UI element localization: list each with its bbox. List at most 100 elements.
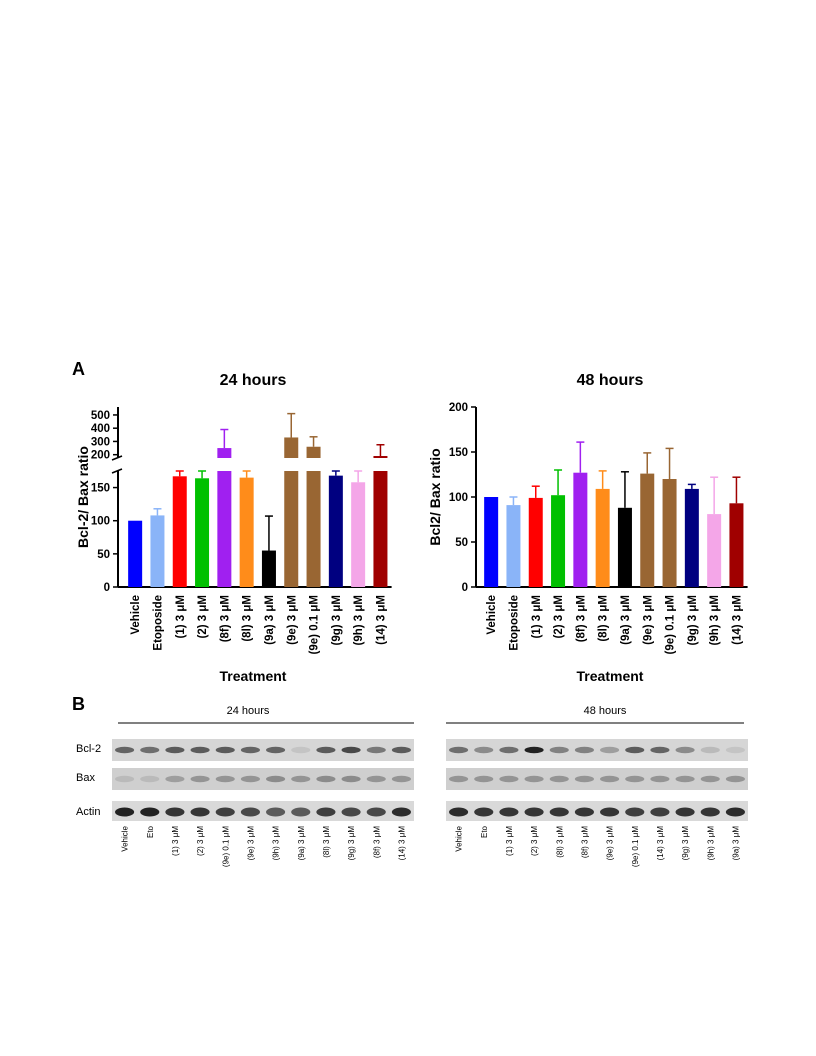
blot-lane-label: (2) 3 μM	[196, 826, 205, 856]
blot-band	[165, 807, 185, 817]
blot-band	[675, 775, 695, 783]
x-tick-label: Vehicle	[486, 595, 498, 635]
x-tick-label: (1) 3 μM	[175, 595, 187, 638]
y-tick-label: 200	[91, 450, 110, 462]
bar	[707, 514, 722, 587]
y-tick-label: 300	[91, 436, 110, 448]
blot-band	[115, 746, 135, 754]
x-tick-label: (1) 3 μM	[531, 595, 543, 638]
blot-lane-label: (2) 3 μM	[530, 826, 539, 856]
blot-lane-label: (9h) 3 μM	[272, 826, 281, 861]
blot-lane-label: (9e) 3 μM	[606, 826, 615, 861]
bar	[640, 473, 655, 587]
blot-band	[165, 746, 185, 754]
x-tick-label: (8f) 3 μM	[575, 595, 587, 642]
bar	[261, 550, 276, 587]
x-tick-label: (9h) 3 μM	[353, 595, 365, 645]
blot-band	[240, 746, 260, 754]
blot-band	[115, 807, 135, 817]
blot-lane-label: (14) 3 μM	[397, 826, 406, 861]
blot-lane-label: (14) 3 μM	[656, 826, 665, 861]
blot-band	[291, 807, 311, 817]
bar-upper-segment	[306, 446, 321, 458]
blot-band	[366, 746, 386, 754]
blot-band	[524, 746, 544, 754]
blot-band	[190, 746, 210, 754]
bar	[373, 471, 388, 587]
bar	[551, 495, 566, 587]
bar	[239, 477, 254, 587]
bar	[729, 503, 744, 587]
blot-band	[650, 746, 670, 754]
blot-row-label: Bcl-2	[76, 743, 101, 755]
y-tick-label: 150	[91, 483, 110, 495]
y-axis-label: Bcl-2/ Bax ratio	[75, 446, 91, 548]
x-tick-label: (8l) 3 μM	[598, 595, 610, 642]
x-tick-label: (9e) 3 μM	[642, 595, 654, 645]
x-tick-label: (9h) 3 μM	[709, 595, 721, 645]
x-axis-label: Treatment	[577, 668, 644, 684]
blot-lane-label: Eto	[480, 825, 489, 838]
bar	[528, 497, 543, 587]
blot-band	[391, 807, 411, 817]
blot-lane-label: (9e) 3 μM	[246, 826, 255, 861]
blot-strip-actin	[446, 801, 748, 821]
blot-band	[574, 746, 594, 754]
blot-band	[266, 746, 286, 754]
blot-band	[449, 746, 469, 754]
bar	[172, 476, 187, 587]
blot-band	[650, 807, 670, 817]
blot-band	[215, 775, 235, 783]
x-tick-label: (9a) 3 μM	[264, 595, 276, 645]
x-tick-label: Etoposide	[152, 595, 164, 651]
y-tick-label: 100	[91, 516, 110, 528]
blot-band	[316, 807, 336, 817]
blot-band	[240, 807, 260, 817]
x-tick-label: (8f) 3 μM	[219, 595, 231, 642]
y-axis-label: Bcl2/ Bax ratio	[427, 448, 443, 545]
blot-band	[499, 746, 519, 754]
x-tick-label: (2) 3 μM	[553, 595, 565, 638]
blot-band	[574, 775, 594, 783]
blot-band	[499, 775, 519, 783]
bar	[195, 478, 210, 587]
blot-row-label: Bax	[76, 772, 95, 784]
blot-lane-label: (9a) 3 μM	[731, 826, 740, 861]
blot-band	[140, 807, 160, 817]
y-tick-label: 0	[462, 582, 468, 594]
x-tick-label: (9a) 3 μM	[620, 595, 632, 645]
blot-lane-label: (8f) 3 μM	[580, 826, 589, 859]
bar	[595, 488, 610, 587]
blot-band	[140, 775, 160, 783]
y-tick-label: 400	[91, 423, 110, 435]
blot-band	[449, 775, 469, 783]
x-tick-label: (9e) 3 μM	[286, 595, 298, 645]
blot-lane-label: (8l) 3 μM	[555, 826, 564, 858]
blot-band	[474, 807, 494, 817]
blot-lane-label: (9e) 0.1 μM	[631, 826, 640, 867]
blot-band	[700, 807, 720, 817]
blot-band	[675, 807, 695, 817]
chart-title: 48 hours	[577, 372, 644, 389]
blot-band	[700, 775, 720, 783]
blot-band	[650, 775, 670, 783]
blot-lane-label: (9g) 3 μM	[681, 826, 690, 861]
blot-band	[341, 746, 361, 754]
axis-break-mark	[111, 468, 123, 474]
x-tick-label: (9g) 3 μM	[331, 595, 343, 645]
blot-header-left: 24 hours	[227, 705, 270, 717]
blot-band	[499, 807, 519, 817]
blot-row-label: Actin	[76, 806, 100, 818]
blot-band	[391, 775, 411, 783]
blot-lane-label: (1) 3 μM	[505, 826, 514, 856]
y-tick-label: 500	[91, 410, 110, 422]
blot-band	[190, 775, 210, 783]
y-tick-label: 150	[449, 447, 468, 459]
blot-band	[366, 807, 386, 817]
blot-band	[625, 807, 645, 817]
bar-upper-segment	[284, 437, 299, 458]
x-tick-label: (14) 3 μM	[375, 595, 387, 645]
blot-band	[725, 775, 745, 783]
y-tick-label: 0	[104, 582, 110, 594]
